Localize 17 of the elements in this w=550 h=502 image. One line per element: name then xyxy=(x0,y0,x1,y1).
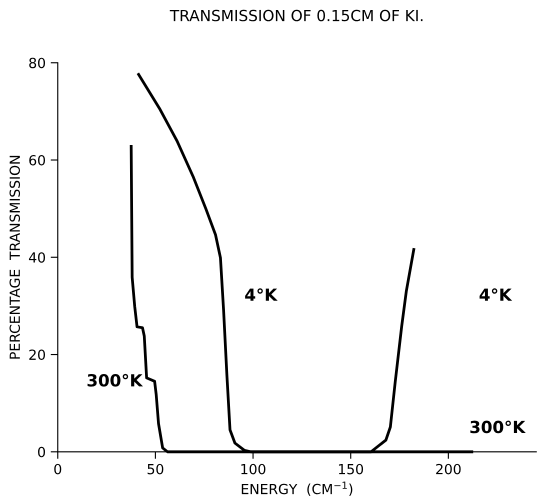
annotation: 300°K xyxy=(88,374,144,387)
x-tick-label: 50 xyxy=(148,464,164,474)
y-tick-label: 20 xyxy=(29,350,46,360)
y-tick-label: 60 xyxy=(29,154,46,166)
annotation: 4°K xyxy=(480,288,512,301)
annotation: 4°K xyxy=(245,288,278,301)
x-tick-label: 0 xyxy=(54,464,62,474)
annotation: 300°K xyxy=(470,420,526,434)
y-axis-title: PERCENTAGE TRANSMISSION xyxy=(10,156,20,359)
x-tick-label: 100 xyxy=(241,464,266,474)
x-axis-title: ENERGY (CM$^{−1}$) xyxy=(242,482,352,496)
y-tick-label: 80 xyxy=(29,58,46,68)
x-tick-label: 200 xyxy=(436,464,461,474)
chart-title: TRANSMISSION OF 0.15CM OF KI. xyxy=(170,10,422,22)
y-tick-label: 40 xyxy=(28,252,46,263)
x-tick-label: 150 xyxy=(338,464,364,474)
y-tick-label: 0 xyxy=(38,446,46,458)
